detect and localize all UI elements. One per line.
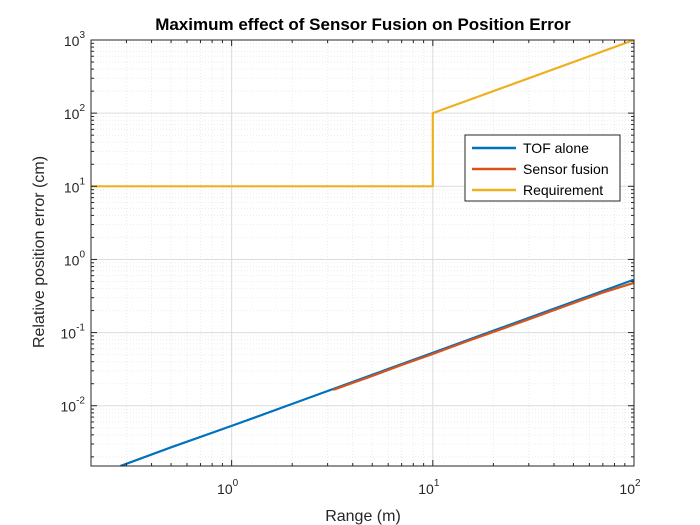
y-tick-label: 10-1 — [61, 323, 86, 342]
x-tick-labels: 100 101 102 — [217, 478, 641, 497]
y-tick-label: 100 — [64, 249, 86, 268]
series-layer — [91, 40, 634, 466]
major-grid — [91, 39, 635, 466]
legend-label-requirement: Requirement — [523, 182, 603, 198]
y-tick-label: 103 — [64, 30, 86, 49]
tick-marks — [90, 39, 635, 466]
legend-label-sensor-fusion: Sensor fusion — [523, 161, 609, 177]
chart-title: Maximum effect of Sensor Fusion on Posit… — [155, 15, 571, 34]
x-axis-label: Range (m) — [325, 508, 401, 525]
y-tick-labels: 10-2 10-1 100 101 102 103 — [61, 30, 86, 415]
y-axis-label: Relative position error (cm) — [31, 156, 48, 348]
x-tick-label: 101 — [418, 478, 440, 497]
axes-box — [90, 39, 635, 467]
legend-label-tof-alone: TOF alone — [523, 140, 589, 156]
y-tick-label: 102 — [64, 103, 86, 122]
series-line-tof-alone — [120, 278, 634, 466]
legend: TOF alone Sensor fusion Requirement — [464, 134, 621, 202]
y-tick-label: 101 — [64, 176, 86, 195]
x-tick-label: 102 — [619, 478, 641, 497]
series-line-sensor-fusion — [332, 281, 634, 391]
series-line-requirement — [91, 40, 634, 188]
y-tick-label: 10-2 — [61, 396, 86, 415]
x-tick-label: 100 — [217, 478, 239, 497]
minor-grid — [90, 40, 634, 466]
